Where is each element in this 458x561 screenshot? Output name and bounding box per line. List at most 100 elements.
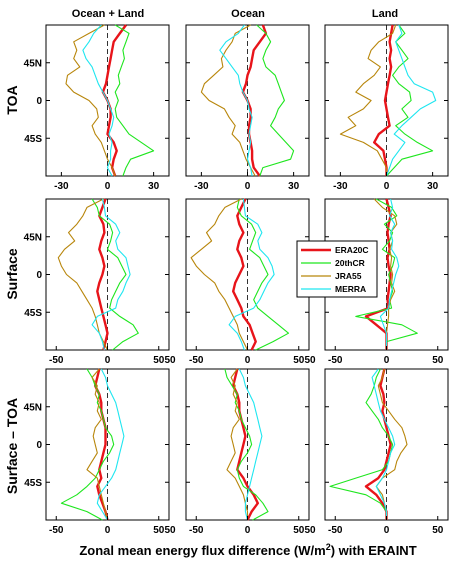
- series-line-era20c: [96, 198, 109, 351]
- x-tick-label: 0: [384, 525, 390, 536]
- column-title-ocean: Ocean: [231, 8, 265, 20]
- series-line-jra55: [65, 24, 116, 177]
- y-tick-label: 45N: [24, 58, 42, 69]
- series-line-era20c: [241, 24, 268, 177]
- row-label-surface: Surface: [4, 248, 20, 300]
- y-tick-label: 0: [36, 270, 42, 281]
- series-line-20thcr: [91, 198, 139, 351]
- series-line-merra: [82, 24, 115, 177]
- x-tick-label: 50: [153, 525, 165, 536]
- row-label-toa: TOA: [4, 85, 20, 114]
- panel-diff-oceanland: -50 0 50 50 45N 0 45S: [24, 368, 176, 536]
- y-tick-label: 45N: [24, 402, 42, 413]
- series-line-era20c: [373, 24, 394, 176]
- x-tick-label: 30: [288, 181, 300, 192]
- y-tick-label: 0: [36, 440, 42, 451]
- series-line-jra55: [200, 24, 256, 177]
- series-line-era20c: [364, 198, 392, 350]
- y-tick-label: 45S: [24, 134, 42, 145]
- x-axis-label-tail: ) with ERAINT: [331, 543, 417, 558]
- x-tick-label: 50: [153, 355, 165, 366]
- x-tick-label: 50: [432, 355, 444, 366]
- column-title-land: Land: [372, 8, 398, 20]
- x-tick-label-edge: 50: [164, 355, 176, 366]
- y-tick-label: 45N: [24, 232, 42, 243]
- x-tick-label: 0: [105, 355, 111, 366]
- column-title-ocean-land: Ocean + Land: [72, 8, 144, 20]
- x-tick-label-edge: 50: [304, 525, 316, 536]
- series-line-20thcr: [60, 368, 115, 521]
- x-tick-label: -50: [49, 355, 64, 366]
- panel-sfc-oceanland: -50 0 50 50 45N 0 45S: [24, 198, 176, 366]
- x-tick-label: -30: [194, 181, 209, 192]
- series-line-merra: [238, 368, 263, 521]
- x-tick-label: 30: [427, 181, 439, 192]
- panel-diff-ocean: -50 0 50 50: [185, 368, 316, 536]
- x-tick-label: 50: [432, 525, 444, 536]
- series-line-merra: [219, 24, 253, 177]
- series-line-20thcr: [114, 24, 155, 177]
- series-line-merra: [371, 368, 396, 520]
- x-tick-label: 0: [105, 181, 111, 192]
- series-line-jra55: [375, 368, 408, 520]
- series-line-era20c: [93, 368, 109, 521]
- panel-toa-land: -30 0 30: [324, 24, 449, 192]
- x-tick-label: -50: [328, 355, 343, 366]
- x-tick-label: 0: [245, 525, 251, 536]
- panel-toa-ocean: -30 0 30: [185, 24, 310, 192]
- x-axis-label-main: Zonal mean energy flux difference (W/m: [79, 543, 325, 558]
- row-label-surface-minus-toa: Surface – TOA: [4, 398, 20, 494]
- series-line-jra55: [339, 24, 397, 176]
- x-tick-label: 50: [293, 525, 305, 536]
- x-tick-label: 0: [245, 355, 251, 366]
- x-tick-label: 0: [384, 181, 390, 192]
- panel-diff-land: -50 0 50: [324, 368, 449, 536]
- series-line-20thcr: [386, 24, 434, 177]
- series-line-era20c: [231, 198, 257, 351]
- series-line-jra55: [373, 198, 398, 350]
- legend: ERA20C 20thCR JRA55 MERRA: [296, 240, 378, 298]
- x-tick-label: -50: [189, 355, 204, 366]
- x-tick-label-edge: 50: [304, 355, 316, 366]
- panel-toa-oceanland: -30 0 30 45N 0 45S: [24, 24, 170, 192]
- x-tick-label: -50: [328, 525, 343, 536]
- x-tick-label: 0: [105, 525, 111, 536]
- series-line-20thcr: [355, 198, 418, 350]
- legend-label-era20c: ERA20C: [335, 245, 369, 255]
- x-tick-label: 50: [293, 355, 305, 366]
- x-tick-label: -50: [189, 525, 204, 536]
- panel-sfc-ocean: -50 0 50 50: [185, 198, 316, 366]
- y-tick-label: 45S: [24, 308, 42, 319]
- legend-label-jra55: JRA55: [335, 271, 362, 281]
- series-line-jra55: [57, 198, 108, 351]
- series-line-20thcr: [329, 368, 394, 520]
- series-line-era20c: [231, 368, 259, 521]
- x-axis-label: Zonal mean energy flux difference (W/m2)…: [79, 542, 416, 558]
- series-line-era20c: [101, 24, 127, 177]
- x-tick-label: -50: [49, 525, 64, 536]
- series-line-merra: [91, 198, 131, 351]
- series-line-20thcr: [236, 198, 290, 351]
- x-axis-label-superscript: 2: [326, 542, 331, 552]
- legend-label-merra: MERRA: [335, 284, 366, 294]
- series-line-jra55: [86, 368, 109, 521]
- series-line-merra: [385, 24, 437, 177]
- series-line-merra: [379, 198, 400, 350]
- legend-label-20thcr: 20thCR: [335, 258, 365, 268]
- series-line-era20c: [364, 368, 392, 520]
- x-tick-label: -30: [333, 181, 348, 192]
- x-tick-label-edge: 50: [164, 525, 176, 536]
- x-tick-label: 30: [148, 181, 160, 192]
- series-line-merra: [228, 198, 275, 351]
- x-tick-label: 0: [245, 181, 251, 192]
- y-tick-label: 0: [36, 96, 42, 107]
- series-line-merra: [96, 368, 125, 521]
- series-line-jra55: [190, 198, 248, 351]
- series-line-jra55: [226, 368, 249, 520]
- series-line-20thcr: [256, 24, 295, 177]
- x-tick-label: 0: [384, 355, 390, 366]
- series-line-20thcr: [224, 368, 269, 521]
- y-tick-label: 45S: [24, 478, 42, 489]
